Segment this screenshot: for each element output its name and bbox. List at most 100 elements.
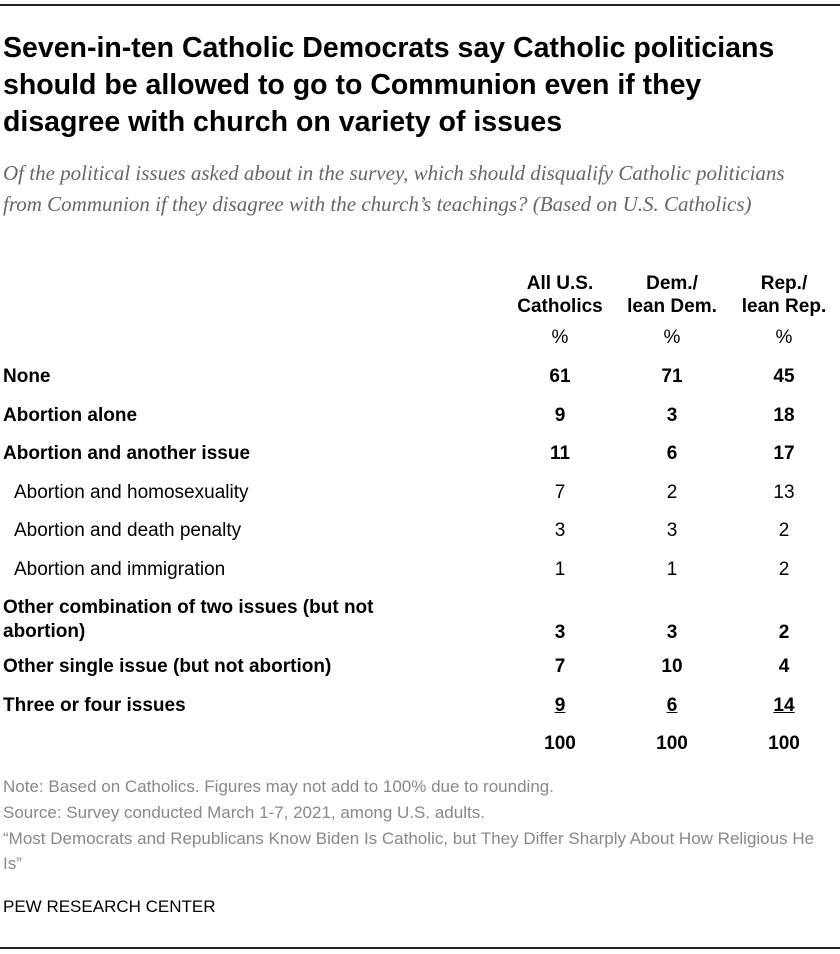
row-label: Abortion and immigration bbox=[14, 558, 226, 580]
column-header-line: All U.S. bbox=[526, 273, 594, 294]
row-label: Other single issue (but not abortion) bbox=[3, 656, 332, 678]
column-header: Dem./lean Dem. bbox=[616, 266, 728, 318]
value-cell: 9 bbox=[504, 687, 616, 726]
row-label: Abortion alone bbox=[3, 404, 138, 426]
row-label-cell: None bbox=[0, 358, 504, 397]
value: 61 bbox=[549, 366, 571, 388]
column-header: All U.S. Catholics bbox=[504, 266, 616, 318]
value-cell: 14 bbox=[728, 687, 840, 726]
total-label-cell bbox=[0, 725, 504, 764]
value: 2 bbox=[778, 622, 790, 643]
value: 7 bbox=[554, 656, 566, 678]
column-header-line: Dem./ bbox=[646, 273, 698, 294]
row-label: None bbox=[3, 366, 51, 388]
value-cell: 2 bbox=[728, 589, 840, 648]
value: 3 bbox=[554, 622, 566, 643]
column-header: Rep./lean Rep. bbox=[728, 266, 840, 318]
value-cell: 71 bbox=[616, 358, 728, 397]
value: 17 bbox=[773, 443, 795, 465]
data-table: All U.S. Catholics Dem./lean Dem. Rep./lean… bbox=[0, 266, 840, 764]
column-header-line: lean Dem. bbox=[627, 296, 717, 317]
unit-row: %%% bbox=[0, 318, 840, 358]
value: 4 bbox=[778, 656, 790, 678]
table-row: Other single issue (but not abortion) 7 10… bbox=[0, 648, 840, 687]
table-row: Abortion alone 9 3 18 bbox=[0, 397, 840, 436]
row-label: Abortion and another issue bbox=[3, 443, 251, 465]
value: 3 bbox=[666, 404, 678, 426]
total-row: 100 100 100 bbox=[0, 725, 840, 764]
value: 71 bbox=[661, 366, 683, 388]
value-cell: 7 bbox=[504, 474, 616, 513]
row-label-cell: Three or four issues bbox=[0, 687, 504, 726]
row-label-cell: Abortion and another issue bbox=[0, 435, 504, 474]
row-label-cell: Abortion and immigration bbox=[0, 551, 504, 590]
value: 1 bbox=[666, 558, 678, 580]
row-label-cell: Other combination of two issues (but not… bbox=[0, 589, 504, 648]
header-row: All U.S. Catholics Dem./lean Dem. Rep./lean… bbox=[0, 266, 840, 318]
value: 14 bbox=[773, 694, 795, 716]
title: Seven-in-ten Catholic Democrats say Cath… bbox=[3, 32, 775, 138]
value-cell: 3 bbox=[616, 589, 728, 648]
unit-cell bbox=[0, 318, 504, 358]
total-value: 100 bbox=[656, 733, 688, 755]
value: 7 bbox=[554, 481, 566, 503]
header-cell bbox=[0, 266, 504, 318]
value: 6 bbox=[666, 443, 678, 465]
value: 2 bbox=[778, 520, 790, 542]
value-cell: 17 bbox=[728, 435, 840, 474]
value: 1 bbox=[554, 558, 566, 580]
unit-label: % bbox=[775, 327, 793, 348]
value-cell: 10 bbox=[616, 648, 728, 687]
row-label-cell: Abortion and homosexuality bbox=[0, 474, 504, 513]
value: 9 bbox=[554, 694, 566, 716]
table-row: Abortion and another issue 11 6 17 bbox=[0, 435, 840, 474]
row-label-cell: Abortion and death penalty bbox=[0, 512, 504, 551]
total-value: 100 bbox=[544, 733, 576, 755]
value: 11 bbox=[549, 443, 571, 465]
value-cell: 3 bbox=[504, 589, 616, 648]
brand: PEW RESEARCH CENTER bbox=[3, 897, 216, 916]
bottom-rule bbox=[0, 947, 840, 949]
value: 9 bbox=[554, 404, 566, 426]
footnote: Note: Based on Catholics. Figures may no… bbox=[3, 777, 554, 796]
value-cell: 4 bbox=[728, 648, 840, 687]
column-header-line: Rep./ bbox=[760, 273, 808, 294]
footer: Note: Based on Catholics. Figures may no… bbox=[3, 774, 823, 877]
table-row: None 61 71 45 bbox=[0, 358, 840, 397]
value-cell: 7 bbox=[504, 648, 616, 687]
table-row: Three or four issues 9 6 14 bbox=[0, 687, 840, 726]
value: 45 bbox=[773, 366, 795, 388]
value-cell: 3 bbox=[616, 397, 728, 436]
table-row: Abortion and homosexuality 7 2 13 bbox=[0, 474, 840, 513]
table-row: Abortion and death penalty 3 3 2 bbox=[0, 512, 840, 551]
value-cell: 13 bbox=[728, 474, 840, 513]
value-cell: 2 bbox=[616, 474, 728, 513]
value: 3 bbox=[666, 622, 678, 643]
row-label: Abortion and death penalty bbox=[14, 520, 242, 542]
value: 13 bbox=[773, 481, 795, 503]
value-cell: 3 bbox=[504, 512, 616, 551]
value: 2 bbox=[666, 481, 678, 503]
value-cell: 11 bbox=[504, 435, 616, 474]
value-cell: 45 bbox=[728, 358, 840, 397]
row-label: Other combination of two issues (but not… bbox=[3, 597, 374, 642]
top-rule bbox=[0, 4, 840, 6]
value: 2 bbox=[778, 558, 790, 580]
value-cell: 9 bbox=[504, 397, 616, 436]
footnote: “Most Democrats and Republicans Know Bid… bbox=[3, 829, 815, 873]
value: 3 bbox=[666, 520, 678, 542]
value-cell: 1 bbox=[616, 551, 728, 590]
row-label-cell: Abortion alone bbox=[0, 397, 504, 436]
footnote: Source: Survey conducted March 1-7, 2021… bbox=[3, 803, 485, 822]
unit-label: % bbox=[551, 327, 569, 348]
value: 10 bbox=[661, 656, 683, 678]
value: 3 bbox=[554, 520, 566, 542]
value-cell: 61 bbox=[504, 358, 616, 397]
value: 18 bbox=[773, 404, 795, 426]
table-row: Other combination of two issues (but not… bbox=[0, 589, 840, 648]
total-value: 100 bbox=[768, 733, 800, 755]
value-cell: 6 bbox=[616, 687, 728, 726]
value-cell: 3 bbox=[616, 512, 728, 551]
value-cell: 2 bbox=[728, 512, 840, 551]
